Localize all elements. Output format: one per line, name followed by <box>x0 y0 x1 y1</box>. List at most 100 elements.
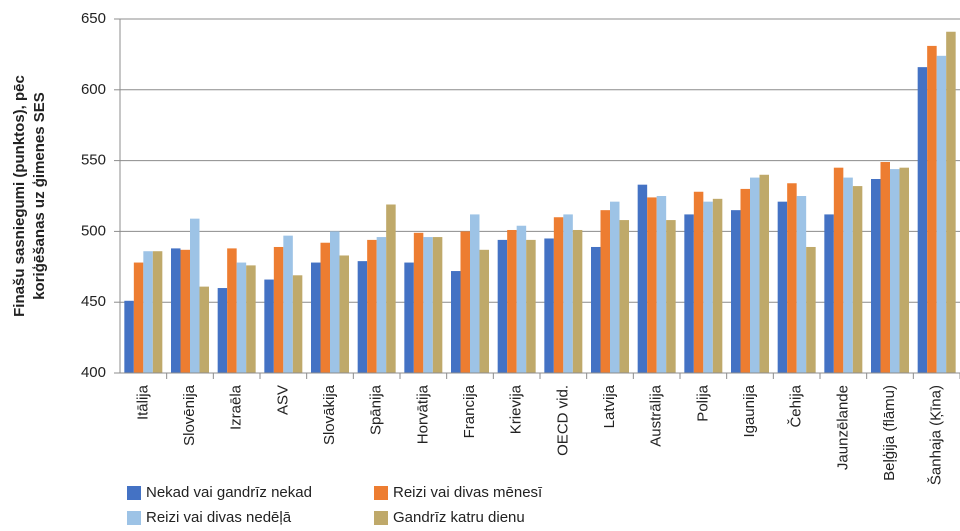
y-tick-label: 600 <box>81 81 106 98</box>
bar <box>610 201 620 373</box>
y-tick-label: 650 <box>81 10 106 27</box>
bar <box>470 214 480 373</box>
bar <box>703 201 713 373</box>
bar <box>376 237 387 373</box>
x-tick-label: OECD vid. <box>554 385 571 456</box>
bar <box>404 262 414 373</box>
bar <box>199 286 209 373</box>
bar <box>124 300 134 373</box>
bar <box>283 235 293 373</box>
bar <box>507 229 517 373</box>
bar <box>731 210 741 373</box>
bar <box>497 239 508 373</box>
x-tick-label: Austrālija <box>648 384 665 446</box>
legend-label: Nekad vai gandrīz nekad <box>146 484 312 501</box>
y-axis-label-line: koriģēšanas uz ģimenes SES <box>31 92 48 300</box>
bar <box>666 220 676 373</box>
legend-swatch <box>374 486 388 500</box>
bar <box>619 220 629 373</box>
bar <box>917 67 928 374</box>
legend-swatch <box>374 511 388 525</box>
x-tick-label: Itālija <box>134 384 151 420</box>
y-axis-label-line: Finašu sasniegumi (punktos), pēc <box>11 75 28 317</box>
bar <box>712 198 723 373</box>
bar <box>330 231 340 373</box>
bar <box>133 262 144 373</box>
bar <box>572 229 583 373</box>
bar <box>460 231 470 373</box>
legend-label: Reizi vai divas nedēļā <box>146 509 292 526</box>
y-axis-label: Finašu sasniegumi (punktos), pēc koriģēš… <box>11 75 48 317</box>
x-tick-label: Igaunija <box>741 384 758 437</box>
x-tick-label: Jaunzēlande <box>834 385 851 470</box>
bar <box>143 251 153 373</box>
y-tick-label: 550 <box>81 152 106 169</box>
bar <box>684 214 694 373</box>
bar <box>451 271 461 373</box>
bar <box>740 188 750 373</box>
x-tick-label: Šanhaja (Ķīna) <box>928 385 945 485</box>
bar <box>927 45 937 374</box>
bar <box>544 238 554 373</box>
bar <box>796 196 807 373</box>
x-tick-label: Slovēnija <box>181 384 198 446</box>
bar <box>236 262 247 373</box>
bar <box>171 248 181 373</box>
bar <box>890 169 900 373</box>
bar <box>824 214 834 373</box>
bar <box>591 246 601 373</box>
bar <box>787 183 797 373</box>
bar <box>693 191 704 373</box>
bar <box>843 177 853 373</box>
bar <box>637 184 648 373</box>
bar <box>190 218 200 373</box>
y-tick-label: 500 <box>81 222 106 239</box>
bar <box>871 179 881 373</box>
x-tick-label: Latvija <box>601 384 618 428</box>
bar <box>647 197 657 373</box>
bar <box>750 177 760 373</box>
bar <box>152 251 163 373</box>
bar <box>806 246 816 373</box>
x-tick-label: Spānija <box>368 384 385 435</box>
bar <box>432 237 443 373</box>
bar <box>357 261 368 373</box>
x-tick-label: Horvātija <box>414 384 431 444</box>
bar <box>656 196 667 373</box>
bar <box>516 225 527 373</box>
bar <box>311 262 321 373</box>
x-tick-label: Krievija <box>508 384 525 434</box>
legend-swatch <box>127 511 141 525</box>
bar <box>936 55 947 373</box>
bar <box>227 248 237 373</box>
y-tick-label: 400 <box>81 364 106 381</box>
bar <box>946 31 956 374</box>
bar <box>367 239 377 373</box>
bar <box>246 265 256 373</box>
bar <box>553 217 564 373</box>
bar <box>423 237 433 373</box>
x-tick-label: Beļģija (flāmu) <box>881 385 898 481</box>
bar <box>413 232 424 373</box>
bar <box>217 288 228 373</box>
bar <box>759 174 769 373</box>
bar <box>292 275 303 373</box>
x-tick-label: Slovākija <box>321 384 338 445</box>
bar <box>600 210 610 373</box>
bar <box>479 249 489 373</box>
bar <box>899 167 909 373</box>
x-tick-label: ASV <box>274 385 291 415</box>
bar <box>833 167 844 373</box>
x-tick-label: Čehija <box>788 384 805 427</box>
legend-swatch <box>127 486 141 500</box>
legend-label: Gandrīz katru dienu <box>393 509 525 526</box>
bar <box>777 201 788 373</box>
bar <box>386 204 396 373</box>
y-tick-label: 450 <box>81 293 106 310</box>
x-tick-label: Izraēla <box>228 384 245 430</box>
x-tick-label: Polija <box>694 384 711 421</box>
bar <box>180 249 190 373</box>
bar <box>852 186 863 373</box>
